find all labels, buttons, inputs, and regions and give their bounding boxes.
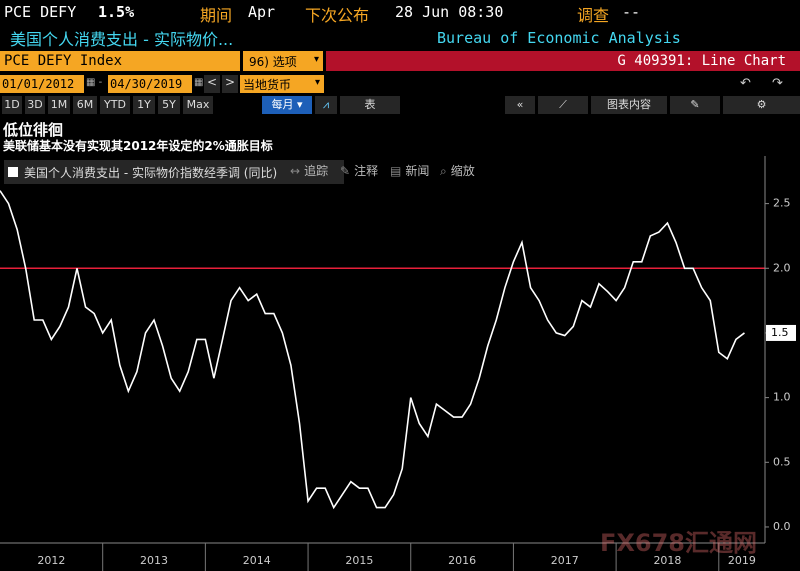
x-tick-label: 2012 xyxy=(37,554,65,567)
chart-icon[interactable]: ⩘ xyxy=(315,96,337,114)
next-release: 28 Jun 08:30 xyxy=(395,3,504,21)
next-label: 下次公布 xyxy=(305,6,370,25)
x-tick-label: 2014 xyxy=(243,554,271,567)
source: Bureau of Economic Analysis xyxy=(437,29,681,47)
tool-label: 新闻 xyxy=(405,164,430,178)
watermark: FX678汇通网 xyxy=(600,529,757,557)
options-label: 96) 选项 xyxy=(249,55,297,69)
tool-label: 追踪 xyxy=(304,164,329,178)
last-value-box xyxy=(766,324,796,341)
y-tick-label: 0.0 xyxy=(773,520,791,533)
period-button[interactable]: 5Y xyxy=(158,96,180,114)
legend-label: 美国个人消费支出 - 实际物价指数经季调 (同比) xyxy=(24,166,278,180)
tool-label: 缩放 xyxy=(450,164,475,178)
collapse-button[interactable]: « xyxy=(505,96,535,114)
x-axis-strip xyxy=(0,543,765,571)
calendar-icon[interactable]: ▦ xyxy=(194,77,204,88)
series-name: 美国个人消费支出 - 实际物价... xyxy=(10,30,234,49)
period-button[interactable]: 1M xyxy=(48,96,70,114)
period: Apr xyxy=(248,3,276,21)
last-value: 1.5% xyxy=(98,3,135,21)
security-field[interactable]: PCE DEFY Index xyxy=(0,51,240,71)
dropdown-arrow: ▾ xyxy=(313,54,319,65)
tool-icon: ▤ xyxy=(390,164,402,178)
chart-tool[interactable]: ⌕ 缩放 xyxy=(440,162,475,179)
ticker: PCE DEFY xyxy=(4,3,77,21)
settings-button[interactable]: ⚙ xyxy=(723,96,800,114)
chart-tool[interactable]: ▤ 新闻 xyxy=(390,162,429,179)
tool-icon: ⌕ xyxy=(440,164,447,178)
x-tick-label: 2018 xyxy=(653,554,681,567)
next-button[interactable]: > xyxy=(222,75,238,93)
survey-label: 调查 xyxy=(577,6,610,25)
y-tick-label: 0.5 xyxy=(773,455,791,468)
chart-tool[interactable]: ✎ 注释 xyxy=(340,162,378,179)
frequency-label: 每月 xyxy=(271,98,294,111)
period-button[interactable]: Max xyxy=(183,96,213,114)
frequency-dropdown[interactable]: 每月 ▾ xyxy=(262,96,312,114)
x-tick-label: 2013 xyxy=(140,554,168,567)
tool-icon: ✎ xyxy=(340,164,351,178)
last-value-label: 1.5 xyxy=(771,326,789,339)
survey: -- xyxy=(622,3,641,21)
undo-icon[interactable]: ↶ xyxy=(740,76,751,91)
start-date[interactable]: 01/01/2012 xyxy=(0,75,84,93)
period-label: 期间 xyxy=(200,6,233,25)
edit-button[interactable]: ✎ xyxy=(670,96,720,114)
tool-icon: ↔ xyxy=(290,164,301,178)
period-button[interactable]: YTD xyxy=(100,96,130,114)
period-button[interactable]: 1Y xyxy=(133,96,155,114)
table-button[interactable]: 表 xyxy=(340,96,400,114)
table-label: 表 xyxy=(364,98,376,111)
period-button[interactable]: 1D xyxy=(2,96,22,114)
options-button[interactable]: 96) 选项 ▾ xyxy=(243,51,323,71)
period-button[interactable]: 6M xyxy=(73,96,97,114)
contents-button[interactable]: 图表内容 xyxy=(591,96,667,114)
y-tick-label: 2.5 xyxy=(773,197,791,210)
axes: 0.0 0.5 1.0 1.5 2.0 2.5 2012 2013 2014 2015 2016 20… xyxy=(0,156,796,571)
series-line xyxy=(0,190,745,510)
calendar-icon[interactable]: ▦ - xyxy=(86,77,103,88)
redo-icon[interactable]: ↷ xyxy=(772,76,783,91)
currency-label: 当地货币 xyxy=(243,78,292,92)
chart-subtitle: 美联储基本没有实现其2012年设定的2%通胀目标 xyxy=(3,139,273,153)
chart-title: 低位徘徊 xyxy=(3,121,64,139)
x-tick-label: 2019 xyxy=(728,554,756,567)
draw-button[interactable]: ⟋ xyxy=(538,96,588,114)
period-button[interactable]: 3D xyxy=(25,96,45,114)
legend-swatch xyxy=(8,167,18,177)
x-tick-label: 2015 xyxy=(345,554,373,567)
x-tick-label: 2017 xyxy=(551,554,579,567)
y-tick-label: 1.0 xyxy=(773,391,791,404)
tool-label: 注释 xyxy=(354,164,379,178)
chart-tool[interactable]: ↔ 追踪 xyxy=(290,162,328,179)
function-bar: G 409391: Line Chart xyxy=(326,51,800,71)
plot-area xyxy=(0,190,765,510)
legend: 美国个人消费支出 - 实际物价指数经季调 (同比) xyxy=(4,160,344,184)
x-tick-label: 2016 xyxy=(448,554,476,567)
contents-label: 图表内容 xyxy=(607,98,651,111)
function-label: G 409391: Line Chart xyxy=(617,53,786,69)
end-date[interactable]: 04/30/2019 xyxy=(108,75,192,93)
dropdown-arrow: ▾ xyxy=(314,77,320,88)
prev-button[interactable]: < xyxy=(204,75,220,93)
y-tick-label: 2.0 xyxy=(773,261,791,274)
currency-dropdown[interactable]: 当地货币 ▾ xyxy=(240,75,324,93)
